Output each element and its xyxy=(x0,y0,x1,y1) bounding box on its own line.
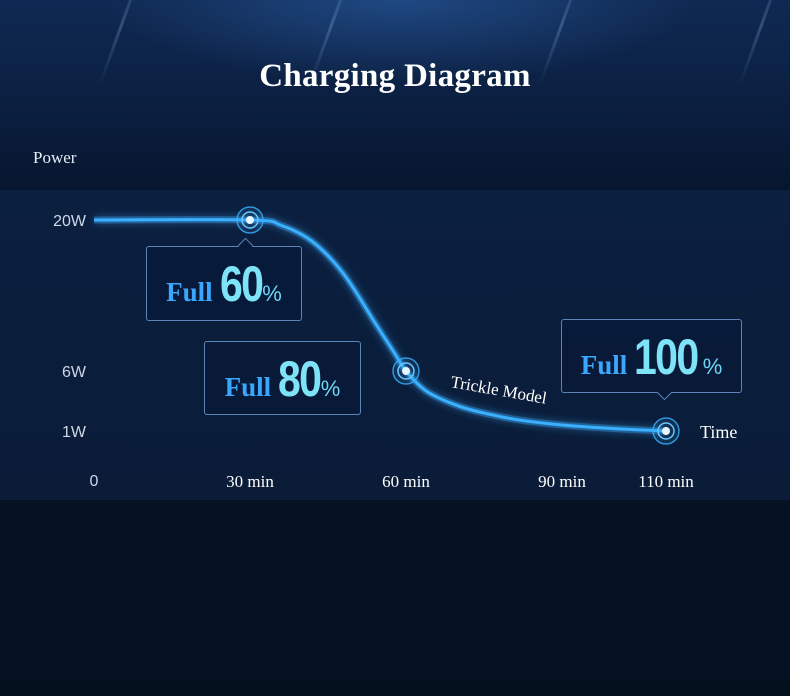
marker-group xyxy=(236,206,680,445)
charge-marker xyxy=(236,206,264,234)
top-glow xyxy=(0,0,790,190)
callout-unit: % xyxy=(702,354,723,379)
callout-number: 60 xyxy=(219,256,264,312)
charge-marker xyxy=(652,417,680,445)
y-tick-label: 20W xyxy=(53,213,87,230)
x-tick-label: 90 min xyxy=(538,472,586,491)
y-tick-label: 1W xyxy=(62,424,87,441)
x-axis-label: Time xyxy=(700,422,737,442)
marker-ring-inner xyxy=(657,422,675,440)
callout-unit: % xyxy=(262,281,282,306)
callout-full-80: Full 80 % xyxy=(204,341,361,415)
callout-word: Full xyxy=(166,277,213,307)
callout-full-100: Full 100 % xyxy=(561,319,742,401)
callout-number: 100 xyxy=(634,329,699,385)
callout-full-60: Full 60 % xyxy=(146,237,302,321)
callout-word: Full xyxy=(580,350,628,380)
marker-dot xyxy=(402,367,410,375)
y-tick-label: 6W xyxy=(62,364,87,381)
trickle-annotation: Trickle Model xyxy=(449,372,548,408)
y-axis-label: Power xyxy=(33,148,77,167)
marker-dot xyxy=(662,427,670,435)
callout-unit: % xyxy=(320,376,341,401)
y-tick-labels: 20W 6W 1W xyxy=(53,213,87,441)
marker-ring-inner xyxy=(397,362,415,380)
charge-marker xyxy=(392,357,420,385)
page-title: Charging Diagram xyxy=(259,58,531,94)
marker-dot xyxy=(246,216,254,224)
x-tick-labels: 30 min 60 min 90 min 110 min xyxy=(226,472,694,491)
x-tick-label: 60 min xyxy=(382,472,430,491)
callout-word: Full xyxy=(224,372,272,402)
marker-ring-inner xyxy=(241,211,259,229)
x-origin-label: 0 xyxy=(90,473,99,490)
x-tick-label: 30 min xyxy=(226,472,274,491)
callout-number: 80 xyxy=(278,351,322,407)
x-tick-label: 110 min xyxy=(638,472,694,491)
